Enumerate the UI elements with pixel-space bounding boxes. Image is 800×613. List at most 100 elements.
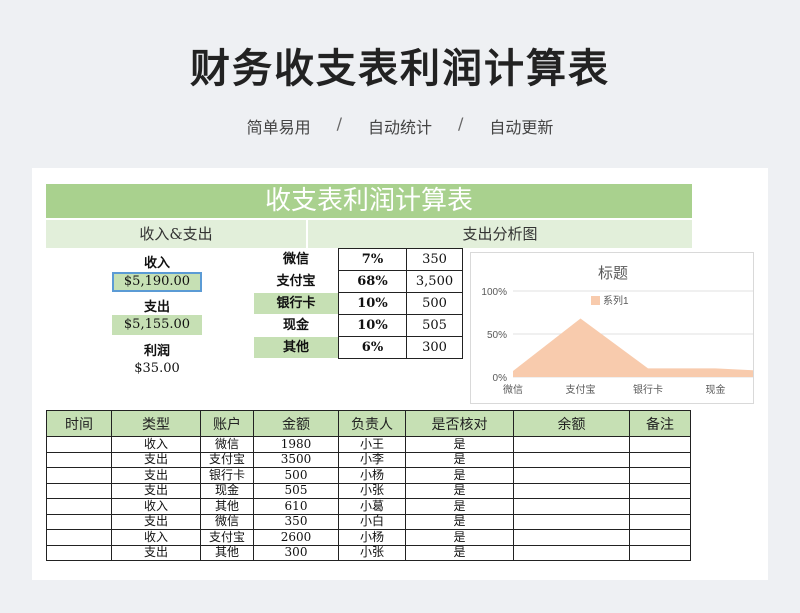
income-value[interactable]: $5,190.00 xyxy=(112,272,202,292)
ledger-cell-balance[interactable] xyxy=(513,467,630,484)
ledger-cell-account[interactable]: 支付宝 xyxy=(200,451,254,468)
ledger-cell-checked[interactable]: 是 xyxy=(405,529,514,546)
ledger-cell-amount[interactable]: 505 xyxy=(253,482,339,499)
amount-cell[interactable]: 300 xyxy=(406,336,463,359)
ledger-cell-amount[interactable]: 2600 xyxy=(253,529,339,546)
ledger-col-note[interactable]: 备注 xyxy=(629,410,691,437)
ledger-cell-type[interactable]: 收入 xyxy=(111,498,201,515)
ledger-cell-note[interactable] xyxy=(629,513,691,530)
ledger-cell-balance[interactable] xyxy=(513,436,630,453)
ledger-col-checked[interactable]: 是否核对 xyxy=(405,410,514,437)
ledger-cell-account[interactable]: 微信 xyxy=(200,513,254,530)
ledger-cell-note[interactable] xyxy=(629,498,691,515)
ledger-cell-note[interactable] xyxy=(629,436,691,453)
pay-name-alipay[interactable]: 支付宝 xyxy=(276,274,316,289)
ledger-cell-type[interactable]: 收入 xyxy=(111,436,201,453)
ledger-cell-amount[interactable]: 350 xyxy=(253,513,339,530)
ledger-cell-type[interactable]: 支出 xyxy=(111,544,201,561)
ledger-col-time[interactable]: 时间 xyxy=(46,410,112,437)
x-tick-label: 微信 xyxy=(503,383,523,396)
profit-value[interactable]: $35.00 xyxy=(134,361,180,376)
ledger-cell-owner[interactable]: 小张 xyxy=(338,482,406,499)
ledger-cell-time[interactable] xyxy=(46,513,112,530)
ledger-cell-type[interactable]: 支出 xyxy=(111,451,201,468)
ledger-cell-owner[interactable]: 小杨 xyxy=(338,529,406,546)
ledger-cell-time[interactable] xyxy=(46,529,112,546)
ledger-cell-account[interactable]: 银行卡 xyxy=(200,467,254,484)
ledger-cell-time[interactable] xyxy=(46,467,112,484)
amount-cell[interactable]: 500 xyxy=(406,292,463,315)
ledger-cell-time[interactable] xyxy=(46,436,112,453)
ledger-col-balance[interactable]: 余额 xyxy=(513,410,630,437)
ledger-cell-owner[interactable]: 小葛 xyxy=(338,498,406,515)
ledger-cell-note[interactable] xyxy=(629,544,691,561)
ledger-cell-balance[interactable] xyxy=(513,451,630,468)
pay-name-bankcard[interactable]: 银行卡 xyxy=(254,293,338,314)
ledger-cell-balance[interactable] xyxy=(513,544,630,561)
ledger-cell-amount[interactable]: 3500 xyxy=(253,451,339,468)
ledger-cell-checked[interactable]: 是 xyxy=(405,513,514,530)
ledger-cell-time[interactable] xyxy=(46,482,112,499)
sheet-banner[interactable]: 收支表利润计算表 xyxy=(46,184,692,218)
ledger-cell-note[interactable] xyxy=(629,467,691,484)
ledger-cell-balance[interactable] xyxy=(513,498,630,515)
ledger-cell-balance[interactable] xyxy=(513,482,630,499)
ledger-col-amount[interactable]: 金额 xyxy=(253,410,339,437)
feature-tags: 简单易用 / 自动统计 / 自动更新 xyxy=(0,114,800,138)
ledger-cell-time[interactable] xyxy=(46,544,112,561)
ledger-cell-balance[interactable] xyxy=(513,513,630,530)
ledger-cell-type[interactable]: 收入 xyxy=(111,529,201,546)
ledger-cell-type[interactable]: 支出 xyxy=(111,467,201,484)
y-tick-label: 50% xyxy=(487,330,507,341)
pct-cell[interactable]: 10% xyxy=(338,292,407,315)
expense-label[interactable]: 支出 xyxy=(143,300,170,315)
ledger-cell-checked[interactable]: 是 xyxy=(405,498,514,515)
income-expense-header[interactable]: 收入&支出 xyxy=(46,220,306,248)
ledger-cell-owner[interactable]: 小李 xyxy=(338,451,406,468)
ledger-cell-type[interactable]: 支出 xyxy=(111,482,201,499)
expense-value[interactable]: $5,155.00 xyxy=(112,315,202,335)
ledger-cell-checked[interactable]: 是 xyxy=(405,544,514,561)
ledger-cell-owner[interactable]: 小杨 xyxy=(338,467,406,484)
pay-name-wechat[interactable]: 微信 xyxy=(282,252,309,267)
amount-cell[interactable]: 350 xyxy=(406,248,463,271)
ledger-cell-owner[interactable]: 小白 xyxy=(338,513,406,530)
ledger-cell-time[interactable] xyxy=(46,498,112,515)
ledger-cell-owner[interactable]: 小王 xyxy=(338,436,406,453)
ledger-cell-note[interactable] xyxy=(629,451,691,468)
ledger-cell-checked[interactable]: 是 xyxy=(405,482,514,499)
ledger-cell-amount[interactable]: 300 xyxy=(253,544,339,561)
pay-name-other[interactable]: 其他 xyxy=(254,337,338,358)
ledger-cell-account[interactable]: 其他 xyxy=(200,544,254,561)
ledger-cell-amount[interactable]: 610 xyxy=(253,498,339,515)
ledger-cell-checked[interactable]: 是 xyxy=(405,451,514,468)
pay-name-cash[interactable]: 现金 xyxy=(282,318,309,333)
expense-analysis-header[interactable]: 支出分析图 xyxy=(308,220,692,248)
pct-cell[interactable]: 68% xyxy=(338,270,407,293)
pct-cell[interactable]: 7% xyxy=(338,248,407,271)
ledger-cell-account[interactable]: 支付宝 xyxy=(200,529,254,546)
amount-cell[interactable]: 3,500 xyxy=(406,270,463,293)
ledger-cell-owner[interactable]: 小张 xyxy=(338,544,406,561)
ledger-cell-note[interactable] xyxy=(629,482,691,499)
ledger-cell-balance[interactable] xyxy=(513,529,630,546)
ledger-cell-account[interactable]: 微信 xyxy=(200,436,254,453)
ledger-cell-note[interactable] xyxy=(629,529,691,546)
income-label[interactable]: 收入 xyxy=(143,256,170,271)
ledger-cell-time[interactable] xyxy=(46,451,112,468)
ledger-col-type[interactable]: 类型 xyxy=(111,410,201,437)
ledger-col-account[interactable]: 账户 xyxy=(200,410,254,437)
pct-cell[interactable]: 6% xyxy=(338,336,407,359)
ledger-col-owner[interactable]: 负责人 xyxy=(338,410,406,437)
ledger-cell-account[interactable]: 现金 xyxy=(200,482,254,499)
ledger-cell-checked[interactable]: 是 xyxy=(405,436,514,453)
amount-cell[interactable]: 505 xyxy=(406,314,463,337)
ledger-cell-type[interactable]: 支出 xyxy=(111,513,201,530)
ledger-cell-amount[interactable]: 1980 xyxy=(253,436,339,453)
pct-cell[interactable]: 10% xyxy=(338,314,407,337)
ledger-cell-checked[interactable]: 是 xyxy=(405,467,514,484)
ledger-cell-account[interactable]: 其他 xyxy=(200,498,254,515)
profit-label[interactable]: 利润 xyxy=(143,344,170,359)
ledger-cell-amount[interactable]: 500 xyxy=(253,467,339,484)
